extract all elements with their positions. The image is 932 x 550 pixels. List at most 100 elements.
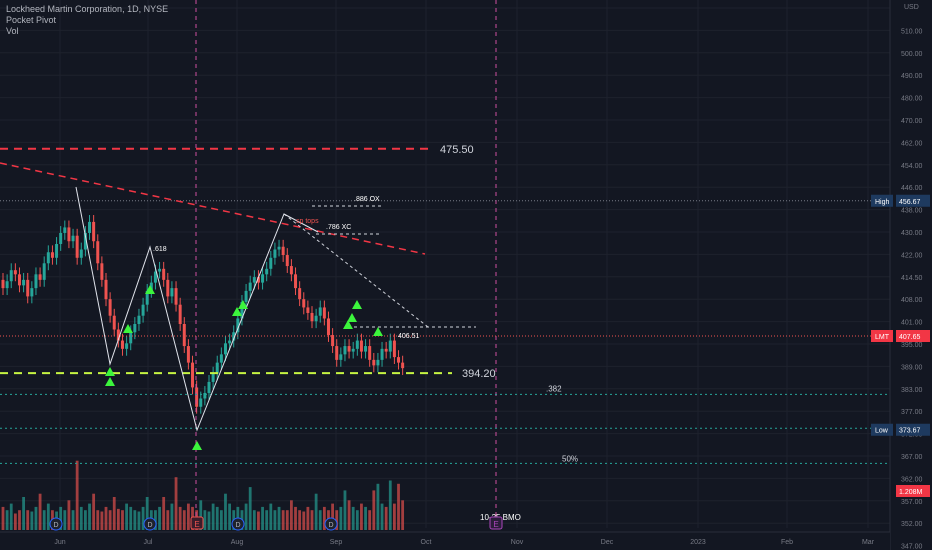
price-tick-18: 377.00 [901,409,923,416]
volume-bar-78 [322,506,326,530]
candle-body-6 [26,279,30,297]
volume-bar-60 [248,487,252,530]
price-tick-12: 414.50 [901,275,923,282]
candle-body-82 [339,354,343,360]
candle-body-36 [149,282,153,291]
candle-body-12 [50,252,54,258]
price-tick-14: 401.00 [901,320,923,327]
pocket-pivot-arrow-2 [123,324,133,333]
candle-body-62 [256,277,260,283]
pocket-pivot-arrow-1 [105,377,115,386]
badge-value-1: 407.65 [899,334,921,341]
volume-bar-38 [158,506,161,530]
volume-bar-49 [203,510,207,530]
candle-body-42 [174,288,178,305]
pocket-pivot-arrow-10 [373,327,383,336]
symbol-title: Lockheed Martin Corporation, 1D, NYSE [6,4,169,14]
volume-bar-0 [1,506,5,530]
price-tick-24: 347.00 [901,544,923,550]
pocket-pivot-arrow-3 [145,285,155,294]
badge-value-0: 456.67 [899,199,921,206]
time-tick-6: Dec [601,539,614,546]
candle-body-21 [88,221,92,233]
candle-body-35 [145,290,149,305]
candle-body-10 [42,263,46,280]
price-tick-8: 446.00 [901,185,923,192]
candle-body-81 [335,346,339,360]
candle-body-27 [112,315,116,330]
candle-body-53 [219,354,223,363]
volume-bar-25 [104,506,108,530]
indicator-pocket-pivot: Pocket Pivot [6,15,57,25]
price-tick-9: 438.00 [901,208,923,215]
candle-body-60 [248,282,252,291]
time-axis-bg [0,532,890,550]
volume-bar-53 [219,510,223,530]
volume-bar-40 [166,510,170,530]
candle-body-9 [38,274,42,280]
volume-bar-32 [133,510,137,530]
volume-bar-48 [199,500,203,530]
price-axis-bg [890,0,932,550]
volume-bar-96 [397,483,400,530]
badge-value-bg-2 [896,423,930,436]
candle-body-59 [244,290,248,302]
candle-body-94 [388,340,392,352]
volume-bar-65 [269,503,273,530]
dividend-icon-label-0: D [53,522,58,529]
volume-bar-72 [298,510,302,530]
candle-body-28 [116,329,120,341]
candle-body-45 [186,346,190,363]
price-tick-11: 422.00 [901,252,923,259]
volume-bar-45 [187,503,190,530]
badge-label-bg-0 [871,194,893,207]
price-tick-22: 357.00 [901,499,923,506]
candle-body-97 [401,362,405,369]
candle-body-17 [71,235,75,242]
volume-bar-93 [384,506,388,530]
earnings-icon-past-label: E [194,520,199,529]
harmonic-pattern [75,186,319,432]
volume-bar-77 [318,510,322,530]
volume-bar-81 [335,510,339,530]
candle-body-66 [273,249,277,258]
volume-bar-88 [364,506,367,530]
time-tick-3: Sep [330,539,343,546]
descending-trendline [0,162,426,255]
candle-body-29 [120,340,124,349]
volume-bar-86 [355,510,359,530]
candle-body-52 [215,362,219,374]
candle-body-91 [376,359,380,366]
price-tick-4: 480.00 [901,96,923,103]
volume-bar-26 [108,510,112,530]
volume-bar-83 [343,490,347,530]
volume-bar-89 [368,510,372,530]
price-tick-15: 395.00 [901,342,923,349]
volume-bar-69 [285,510,289,530]
level-475-label: 475.50 [440,144,474,156]
volume-bar-18 [75,460,79,530]
volume-bar-52 [215,506,219,530]
candle-body-83 [343,346,347,355]
candle-body-44 [182,323,186,347]
candle-body-20 [83,232,87,250]
volume-bar-19 [79,506,83,530]
volume-bar-2 [9,503,13,530]
candle-body-11 [46,252,50,264]
candle-body-24 [100,263,104,280]
fib-50-label: 50% [562,454,578,463]
price-tick-2: 500.00 [901,51,923,58]
candle-body-76 [314,315,318,322]
candle-body-8 [34,274,38,289]
volume-bar-39 [162,497,166,530]
candle-body-74 [306,307,310,313]
candle-body-90 [372,359,376,366]
volume-bar-16 [67,500,71,530]
candle-body-25 [104,279,108,300]
candle-body-38 [158,268,162,272]
volume-bar-23 [96,510,100,530]
candle-body-49 [203,392,207,399]
badge-value-2: 373.67 [899,428,921,435]
